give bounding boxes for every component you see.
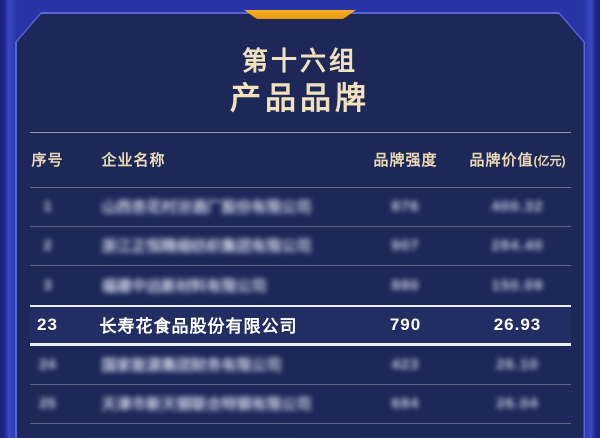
column-header-company: 企业名称 [101, 152, 166, 169]
brand-value-cell: 26.04 [496, 395, 539, 412]
table-header-row: 序号 企业名称 品牌强度 品牌价值(亿元) [30, 133, 571, 188]
brand-value-cell: 150.09 [491, 276, 544, 294]
table-row: 24 国家能源集团财务有限公司 423 26.10 [30, 346, 571, 385]
brand-strength-cell: 880 [391, 276, 420, 294]
column-header-value: 品牌价值(亿元) [451, 149, 571, 170]
top-ribbon-decoration [244, 10, 356, 19]
rank-cell: 23 [37, 314, 58, 334]
brand-value-cell: 26.10 [496, 356, 539, 373]
ranking-table: 序号 企业名称 品牌强度 品牌价值(亿元) 1 山西杏花村汾酒厂股份有限公司 8… [30, 132, 571, 424]
panel-frame: 第十六组 产品品牌 序号 企业名称 品牌强度 品牌价值(亿元) 1 山西杏花村汾… [15, 12, 585, 438]
column-header-value-unit: (亿元) [533, 154, 566, 168]
brand-value-cell: 400.32 [491, 198, 544, 215]
column-header-value-label: 品牌价值 [469, 152, 534, 169]
company-cell: 福建中远新材料有限公司 [101, 277, 267, 295]
table-row: 3 福建中远新材料有限公司 880 150.09 [30, 266, 571, 305]
brand-value-cell: 284.40 [491, 237, 544, 254]
table-row: 25 天津市新天钢联合特钢有限公司 684 26.04 [30, 385, 571, 424]
rank-cell: 3 [43, 276, 52, 294]
brand-strength-cell: 876 [391, 198, 420, 215]
column-header-rank: 序号 [31, 152, 64, 169]
column-header-strength: 品牌强度 [373, 152, 438, 169]
page-title: 产品品牌 [230, 80, 370, 116]
company-cell: 天津市新天钢联合特钢有限公司 [101, 396, 312, 413]
table-row: 2 浙江正恒精细纺织集团有限公司 907 284.40 [30, 227, 571, 266]
brand-value-cell: 26.93 [493, 314, 542, 334]
rank-cell: 25 [39, 395, 56, 412]
group-title: 第十六组 [241, 45, 358, 76]
brand-strength-cell: 790 [389, 314, 422, 334]
brand-strength-cell: 907 [391, 237, 420, 254]
rank-cell: 1 [43, 198, 52, 215]
brand-strength-cell: 423 [391, 356, 420, 373]
rank-cell: 24 [39, 356, 56, 373]
company-cell: 山西杏花村汾酒厂股份有限公司 [101, 199, 312, 216]
company-cell: 长寿花食品股份有限公司 [99, 317, 298, 336]
rank-cell: 2 [43, 237, 52, 254]
table-row: 1 山西杏花村汾酒厂股份有限公司 876 400.32 [30, 188, 571, 227]
company-cell: 国家能源集团财务有限公司 [101, 357, 282, 374]
company-cell: 浙江正恒精细纺织集团有限公司 [101, 238, 312, 255]
brand-strength-cell: 684 [391, 395, 420, 412]
main-panel: 第十六组 产品品牌 序号 企业名称 品牌强度 品牌价值(亿元) 1 山西杏花村汾… [17, 14, 584, 438]
table-row: 23 长寿花食品股份有限公司 790 26.93 [30, 305, 571, 346]
table-body: 1 山西杏花村汾酒厂股份有限公司 876 400.32 2 浙江正恒精细纺织集团… [30, 188, 571, 424]
